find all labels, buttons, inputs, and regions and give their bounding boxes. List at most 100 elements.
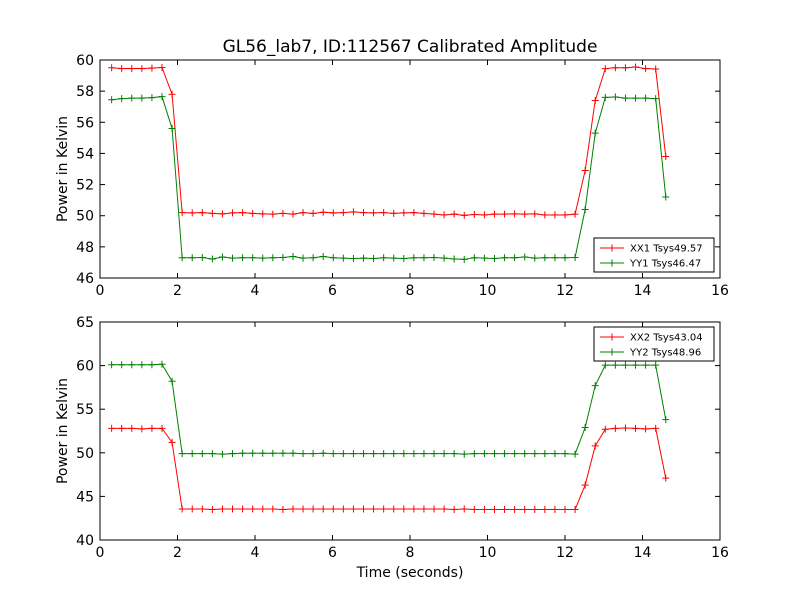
data-point [329, 209, 337, 217]
data-point [420, 254, 428, 262]
data-point [198, 209, 206, 217]
legend-marker [608, 259, 616, 267]
data-point [269, 254, 277, 262]
data-point [611, 361, 619, 369]
data-point [208, 505, 216, 513]
data-point [611, 424, 619, 432]
data-point [460, 255, 468, 263]
data-point [108, 361, 116, 369]
data-point [148, 424, 156, 432]
data-point [279, 449, 287, 457]
data-point [390, 450, 398, 458]
legend-label: XX2 Tsys43.04 [630, 333, 703, 344]
x-tick-label: 14 [634, 545, 652, 561]
data-point [440, 450, 448, 458]
data-point [218, 210, 226, 218]
data-point [490, 210, 498, 218]
data-point [108, 424, 116, 432]
data-point [450, 255, 458, 263]
data-point [390, 505, 398, 513]
series-line [111, 427, 667, 510]
data-point [148, 64, 156, 72]
data-point [430, 253, 438, 261]
data-point [168, 377, 176, 385]
data-point [571, 505, 579, 513]
data-point [198, 505, 206, 513]
series-2 [108, 93, 670, 263]
x-tick-label: 10 [479, 545, 497, 561]
data-point [652, 95, 660, 103]
y-tick-label: 60 [76, 53, 94, 69]
x-tick-label: 10 [479, 283, 497, 299]
data-point [551, 450, 559, 458]
y-tick-label: 50 [76, 446, 94, 462]
data-point [501, 254, 509, 262]
data-point [370, 450, 378, 458]
data-point [410, 450, 418, 458]
data-point [460, 211, 468, 219]
data-point [229, 505, 237, 513]
y-tick-label: 56 [76, 115, 94, 131]
legend-label: YY1 Tsys46.47 [629, 259, 701, 270]
series-line [111, 363, 667, 455]
data-point [208, 450, 216, 458]
data-point [420, 209, 428, 217]
data-point [309, 450, 317, 458]
data-point [541, 450, 549, 458]
data-point [511, 505, 519, 513]
data-point [561, 450, 569, 458]
data-point [430, 210, 438, 218]
data-point [490, 450, 498, 458]
data-point [601, 361, 609, 369]
data-point [410, 209, 418, 217]
data-point [440, 505, 448, 513]
data-point [400, 209, 408, 217]
data-point [108, 64, 116, 72]
y-tick-label: 58 [76, 84, 94, 100]
data-point [632, 94, 640, 102]
data-point [621, 94, 629, 102]
data-point [662, 193, 670, 201]
data-point [148, 361, 156, 369]
data-point [541, 254, 549, 262]
data-point [188, 505, 196, 513]
data-point [309, 254, 317, 262]
data-point [339, 209, 347, 217]
data-point [531, 254, 539, 262]
data-point [561, 505, 569, 513]
data-point [601, 425, 609, 433]
data-point [259, 254, 267, 262]
data-point [490, 255, 498, 263]
data-point [229, 450, 237, 458]
y-axis-label: Power in Kelvin [55, 116, 71, 222]
data-point [128, 361, 136, 369]
x-tick-label: 0 [96, 545, 105, 561]
data-point [360, 450, 367, 458]
data-point [158, 360, 166, 368]
x-tick-label: 12 [556, 545, 574, 561]
data-point [168, 125, 176, 133]
series-line [111, 96, 667, 260]
data-point [178, 505, 186, 513]
data-point [138, 361, 146, 369]
data-point [480, 254, 488, 262]
data-point [339, 505, 347, 513]
data-point [309, 505, 317, 513]
data-point [339, 254, 347, 262]
data-point [380, 254, 388, 262]
data-point [390, 209, 398, 217]
data-point [440, 254, 448, 262]
data-point [299, 254, 307, 262]
data-point [511, 254, 519, 262]
data-point [581, 205, 589, 213]
data-point [239, 209, 247, 217]
data-point [450, 210, 458, 218]
data-point [289, 253, 297, 261]
x-tick-label: 6 [328, 283, 337, 299]
data-point [279, 253, 287, 261]
x-tick-label: 14 [634, 283, 652, 299]
data-point [450, 505, 458, 513]
data-point [349, 505, 357, 513]
data-point [289, 449, 297, 457]
data-point [430, 450, 438, 458]
